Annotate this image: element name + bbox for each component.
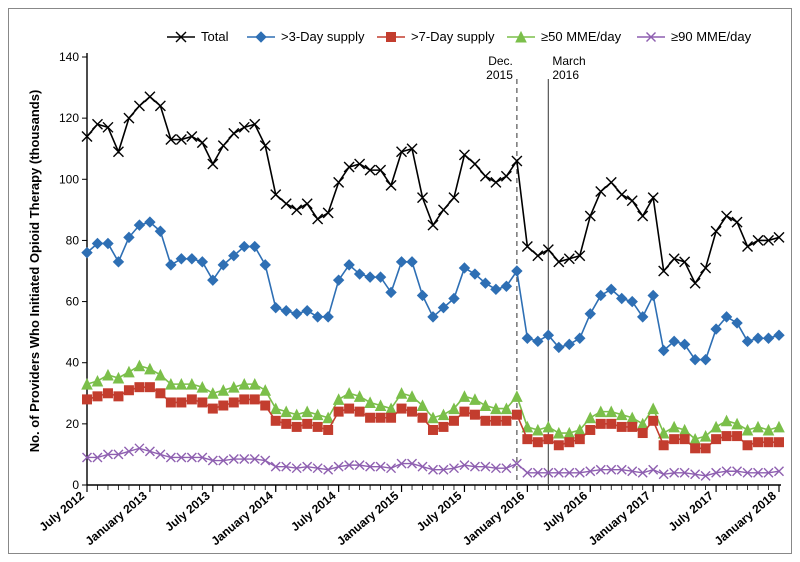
y-tick-label: 120 [59, 111, 79, 125]
x-tick-label: July 2016 [540, 488, 591, 534]
reference-label: 2015 [486, 68, 513, 82]
chart-frame: 020406080100120140No. of Providers Who I… [8, 8, 792, 554]
x-tick-label: January 2014 [208, 488, 276, 548]
x-tick-label: July 2014 [288, 488, 339, 534]
x-tick-label: January 2017 [586, 488, 654, 548]
reference-label: 2016 [552, 68, 579, 82]
legend-label: >7-Day supply [411, 29, 495, 44]
x-tick-label: July 2013 [162, 488, 213, 534]
y-axis-label: No. of Providers Who Initiated Opioid Th… [27, 90, 42, 453]
x-tick-label: January 2015 [334, 488, 402, 548]
legend-label: Total [201, 29, 229, 44]
x-tick-label: January 2018 [712, 488, 780, 548]
x-tick-label: July 2012 [37, 488, 88, 534]
x-tick-label: July 2017 [666, 488, 717, 534]
y-tick-label: 100 [59, 172, 79, 186]
legend-label: ≥90 MME/day [671, 29, 752, 44]
chart-svg: 020406080100120140No. of Providers Who I… [9, 9, 791, 553]
y-tick-label: 140 [59, 50, 79, 64]
reference-label: March [552, 54, 585, 68]
y-tick-label: 60 [66, 295, 80, 309]
x-tick-label: January 2016 [460, 488, 528, 548]
x-tick-label: January 2013 [83, 488, 151, 548]
legend-label: >3-Day supply [281, 29, 365, 44]
y-tick-label: 20 [66, 417, 80, 431]
x-tick-label: July 2015 [414, 488, 465, 534]
y-tick-label: 40 [66, 356, 80, 370]
legend-label: ≥50 MME/day [541, 29, 622, 44]
reference-label: Dec. [488, 54, 513, 68]
y-tick-label: 80 [66, 233, 80, 247]
